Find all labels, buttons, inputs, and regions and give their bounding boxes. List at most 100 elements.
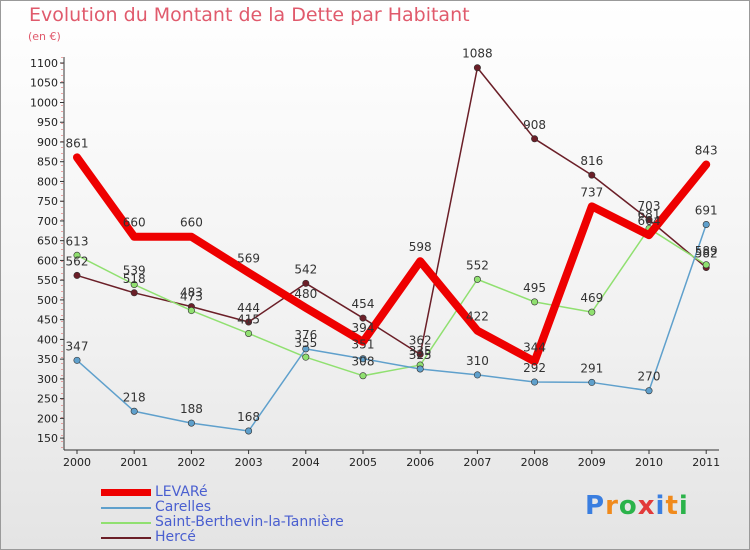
data-label-levare: 660	[123, 216, 146, 230]
data-label-levare: 843	[695, 143, 718, 157]
series-layer	[73, 64, 711, 435]
y-tick-label: 1100	[30, 57, 58, 70]
data-point-herce	[130, 289, 138, 297]
y-tick-label: 1000	[30, 96, 58, 109]
data-label-herce: 518	[123, 272, 146, 286]
data-label-saint-berthevin-la-tanniere: 473	[180, 290, 203, 304]
x-tick-label: 2008	[521, 456, 549, 469]
legend-swatch-herce	[101, 536, 151, 539]
logo-letter: t	[665, 491, 679, 521]
data-label-levare: 664	[638, 214, 661, 228]
data-point-herce	[416, 350, 424, 358]
legend-label-levare: LEVARé	[155, 484, 208, 500]
data-point-saint-berthevin-la-tanniere	[359, 372, 367, 380]
data-label-carelles: 351	[352, 338, 375, 352]
data-label-saint-berthevin-la-tanniere: 495	[523, 281, 546, 295]
data-point-herce	[473, 64, 481, 72]
x-tick-label: 2001	[120, 456, 148, 469]
data-label-herce: 542	[294, 262, 317, 276]
x-tick-label: 2006	[406, 456, 434, 469]
data-label-levare: 394	[352, 321, 375, 335]
data-label-herce: 1088	[462, 47, 493, 61]
data-point-herce	[302, 279, 310, 287]
y-tick-label: 1050	[30, 77, 58, 90]
data-point-carelles	[359, 355, 367, 363]
y-tick-label: 900	[37, 136, 58, 149]
y-tick-label: 950	[37, 116, 58, 129]
data-point-saint-berthevin-la-tanniere	[302, 353, 310, 361]
data-label-herce: 703	[638, 199, 661, 213]
data-point-herce	[245, 318, 253, 326]
y-tick-label: 750	[37, 195, 58, 208]
data-labels: 562 518 483 444 542 454 362 1088 908 816 703 582 613…	[66, 47, 718, 424]
y-tick-label: 500	[37, 294, 58, 307]
data-label-carelles: 270	[638, 370, 661, 384]
data-label-herce: 908	[523, 118, 546, 132]
data-point-carelles	[473, 371, 481, 379]
data-point-carelles	[73, 356, 81, 364]
y-tick-label: 150	[37, 432, 58, 445]
data-point-carelles	[187, 419, 195, 427]
data-point-carelles	[130, 407, 138, 415]
data-label-herce: 562	[66, 254, 89, 268]
data-point-saint-berthevin-la-tanniere	[245, 329, 253, 337]
data-label-carelles: 292	[523, 361, 546, 375]
legend-item-saint-berthevin: Saint-Berthevin-la-Tannière	[101, 515, 344, 530]
y-tick-label: 650	[37, 235, 58, 248]
data-label-levare: 422	[466, 310, 489, 324]
x-tick-label: 2002	[177, 456, 205, 469]
data-label-levare: 480	[294, 287, 317, 301]
data-point-saint-berthevin-la-tanniere	[473, 275, 481, 283]
series-line-saint-berthevin-la-tanniere	[76, 227, 707, 377]
data-label-carelles: 310	[466, 354, 489, 368]
data-label-saint-berthevin-la-tanniere: 539	[123, 264, 146, 278]
legend-item-levare: LEVARé	[101, 485, 344, 500]
axes: 150 200 250 300 350 400 450 500 550 600 650 700 750 8…	[30, 57, 720, 469]
legend-swatch-levare	[101, 489, 151, 496]
x-tick-label: 2004	[292, 456, 320, 469]
data-point-herce	[588, 171, 596, 179]
data-point-carelles	[702, 220, 710, 228]
data-point-saint-berthevin-la-tanniere	[73, 251, 81, 259]
x-tick-label: 2000	[63, 456, 91, 469]
y-tick-label: 250	[37, 393, 58, 406]
data-label-carelles: 291	[580, 361, 603, 375]
proxiti-logo: Proxiti	[585, 491, 689, 521]
y-tick-label: 200	[37, 412, 58, 425]
series-line-herce	[76, 66, 707, 356]
data-label-levare: 598	[409, 240, 432, 254]
data-point-herce	[73, 271, 81, 279]
data-label-herce: 362	[409, 333, 432, 347]
data-point-herce	[645, 216, 653, 224]
y-tick-label: 400	[37, 333, 58, 346]
data-label-herce: 454	[352, 297, 375, 311]
x-tick-label: 2011	[692, 456, 720, 469]
data-label-saint-berthevin-la-tanniere: 589	[695, 244, 718, 258]
x-tick-label: 2007	[463, 456, 491, 469]
series-line-levare	[73, 153, 711, 366]
logo-letter: r	[605, 491, 619, 521]
logo-letter: i	[655, 491, 666, 521]
data-label-herce: 816	[580, 154, 603, 168]
data-label-levare: 569	[237, 252, 260, 266]
data-label-saint-berthevin-la-tanniere: 469	[580, 291, 603, 305]
data-label-levare: 861	[66, 136, 89, 150]
data-label-herce: 582	[695, 247, 718, 261]
data-point-herce	[531, 135, 539, 143]
data-point-saint-berthevin-la-tanniere	[187, 307, 195, 315]
data-point-saint-berthevin-la-tanniere	[702, 261, 710, 269]
legend-swatch-carelles	[101, 506, 151, 509]
data-label-carelles: 325	[409, 348, 432, 362]
logo-letter: P	[585, 491, 606, 521]
data-label-carelles: 218	[123, 390, 146, 404]
logo-letter: x	[637, 491, 656, 521]
data-label-levare: 737	[580, 185, 603, 199]
data-point-saint-berthevin-la-tanniere	[588, 308, 596, 316]
data-point-herce	[359, 314, 367, 322]
x-tick-label: 2009	[578, 456, 606, 469]
x-tick-label: 2005	[349, 456, 377, 469]
legend: LEVARé Carelles Saint-Berthevin-la-Tanni…	[101, 485, 344, 545]
data-label-carelles: 188	[180, 402, 203, 416]
legend-item-herce: Hercé	[101, 530, 344, 545]
data-point-saint-berthevin-la-tanniere	[130, 281, 138, 289]
